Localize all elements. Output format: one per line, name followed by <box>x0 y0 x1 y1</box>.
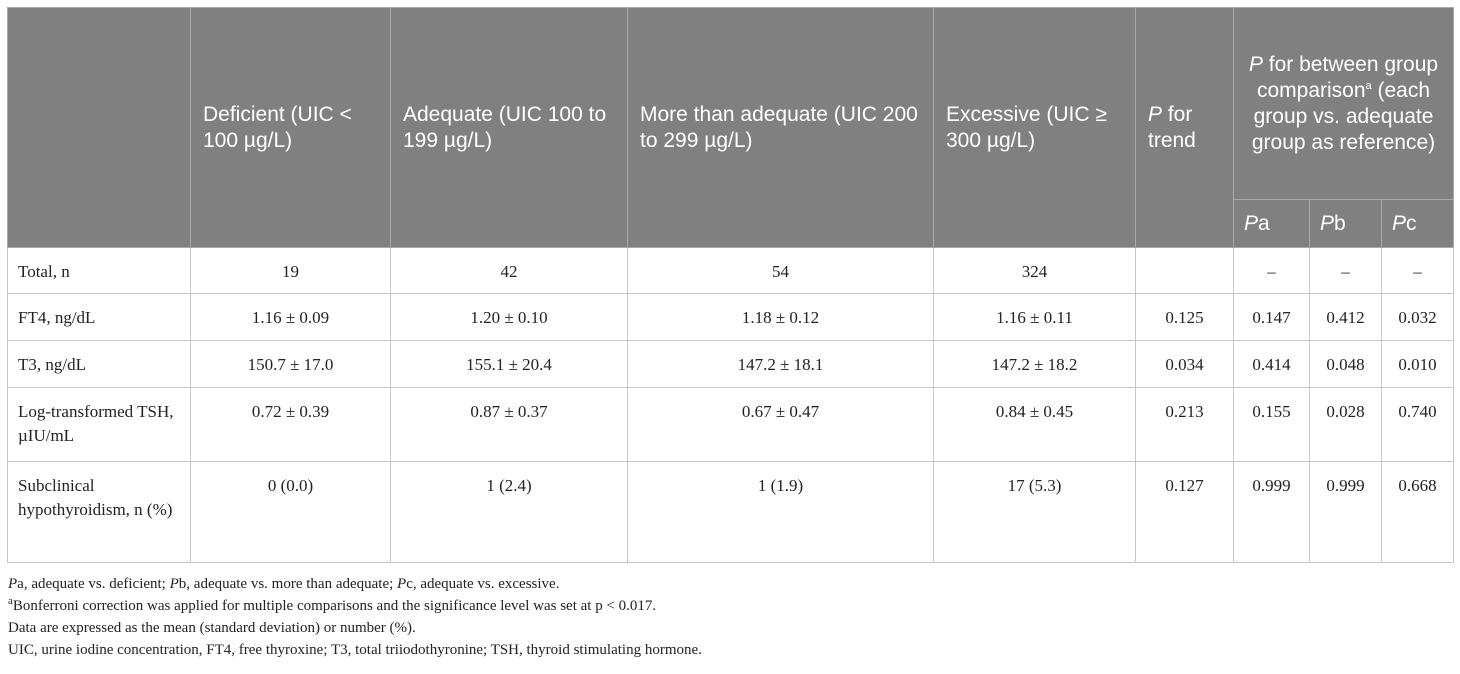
header-pc: Pc <box>1380 199 1455 248</box>
header-between-tail: (each group vs. adequate group as refere… <box>1251 78 1436 154</box>
header-pa-text: a <box>1258 211 1270 235</box>
cell-p-trend <box>1135 247 1234 294</box>
footnote-p-italic: P <box>8 576 18 592</box>
cell-p-trend: 0.125 <box>1135 293 1234 341</box>
cell-pb: 0.999 <box>1309 461 1382 563</box>
footnote-text: c, adequate vs. excessive. <box>406 576 560 592</box>
cell-pc: 0.740 <box>1380 387 1455 462</box>
table-row: FT4, ng/dL 1.16 ± 0.09 1.20 ± 0.10 1.18 … <box>7 293 1455 341</box>
table-body: Total, n 19 42 54 324 – – – FT4, ng/dL 1… <box>7 247 1455 563</box>
row-label: Log-transformed TSH, µIU/mL <box>7 387 191 462</box>
header-pb-text: b <box>1334 211 1346 235</box>
header-adequate: Adequate (UIC 100 to 199 µg/L) <box>390 7 628 248</box>
table-row: Total, n 19 42 54 324 – – – <box>7 247 1455 294</box>
cell-p-trend: 0.034 <box>1135 340 1234 388</box>
row-label: Subclinical hypothyroidism, n (%) <box>7 461 191 563</box>
cell-p-trend: 0.127 <box>1135 461 1234 563</box>
row-label: T3, ng/dL <box>7 340 191 388</box>
cell-adequate: 155.1 ± 20.4 <box>390 340 628 388</box>
cell-adequate: 1.20 ± 0.10 <box>390 293 628 341</box>
cell-pa: – <box>1233 247 1310 294</box>
header-pc-italic: P <box>1392 211 1407 235</box>
cell-deficient: 150.7 ± 17.0 <box>190 340 391 388</box>
header-p-trend: P for trend <box>1135 7 1234 248</box>
cell-pa: 0.147 <box>1233 293 1310 341</box>
footnote-bonferroni: aBonferroni correction was applied for m… <box>8 595 1453 617</box>
header-deficient: Deficient (UIC < 100 µg/L) <box>190 7 391 248</box>
cell-more-than-adequate: 1 (1.9) <box>627 461 934 563</box>
footnote-mark: a <box>8 595 13 607</box>
cell-excessive: 147.2 ± 18.2 <box>933 340 1136 388</box>
cell-deficient: 1.16 ± 0.09 <box>190 293 391 341</box>
cell-p-trend: 0.213 <box>1135 387 1234 462</box>
cell-more-than-adequate: 1.18 ± 0.12 <box>627 293 934 341</box>
row-label: FT4, ng/dL <box>7 293 191 341</box>
header-between-text: for between group comparison <box>1256 52 1439 102</box>
header-excessive: Excessive (UIC ≥ 300 µg/L) <box>933 7 1136 248</box>
row-label: Total, n <box>7 247 191 294</box>
footnote-text: a, adequate vs. deficient; <box>17 576 170 592</box>
cell-adequate: 0.87 ± 0.37 <box>390 387 628 462</box>
cell-deficient: 0 (0.0) <box>190 461 391 563</box>
cell-pc: – <box>1380 247 1455 294</box>
table-header: Deficient (UIC < 100 µg/L) Adequate (UIC… <box>7 7 1455 248</box>
cell-adequate: 1 (2.4) <box>390 461 628 563</box>
header-pb: Pb <box>1309 199 1382 248</box>
cell-excessive: 17 (5.3) <box>933 461 1136 563</box>
footnote-text: Bonferroni correction was applied for mu… <box>12 598 657 614</box>
cell-pa: 0.999 <box>1233 461 1310 563</box>
cell-excessive: 0.84 ± 0.45 <box>933 387 1136 462</box>
cell-pa: 0.414 <box>1233 340 1310 388</box>
header-between-italic: P <box>1248 52 1263 76</box>
results-table: Deficient (UIC < 100 µg/L) Adequate (UIC… <box>7 7 1455 563</box>
cell-pc: 0.668 <box>1380 461 1455 563</box>
cell-adequate: 42 <box>390 247 628 294</box>
footnote-abbreviations: Pa, adequate vs. deficient; Pb, adequate… <box>8 573 1453 595</box>
footnote-text: b, adequate vs. more than adequate; <box>178 576 398 592</box>
header-pa: Pa <box>1233 199 1310 248</box>
table-row: Subclinical hypothyroidism, n (%) 0 (0.0… <box>7 461 1455 563</box>
cell-deficient: 0.72 ± 0.39 <box>190 387 391 462</box>
header-between-group: P for between group comparisona (each gr… <box>1232 7 1455 200</box>
cell-more-than-adequate: 147.2 ± 18.1 <box>627 340 934 388</box>
table-footnotes: Pa, adequate vs. deficient; Pb, adequate… <box>7 573 1453 661</box>
footnote-definitions: UIC, urine iodine concentration, FT4, fr… <box>8 642 702 658</box>
cell-more-than-adequate: 0.67 ± 0.47 <box>627 387 934 462</box>
table-row: T3, ng/dL 150.7 ± 17.0 155.1 ± 20.4 147.… <box>7 340 1455 388</box>
header-blank <box>7 7 191 248</box>
header-pb-italic: P <box>1320 211 1335 235</box>
header-more-than-adequate: More than adequate (UIC 200 to 299 µg/L) <box>627 7 934 248</box>
cell-excessive: 1.16 ± 0.11 <box>933 293 1136 341</box>
table-wrapper: Deficient (UIC < 100 µg/L) Adequate (UIC… <box>7 7 1455 661</box>
footnote-data-expression: Data are expressed as the mean (standard… <box>8 620 416 636</box>
header-between-footnote-mark: a <box>1365 79 1372 92</box>
header-pc-text: c <box>1406 211 1417 235</box>
cell-deficient: 19 <box>190 247 391 294</box>
footnote-p-italic: P <box>169 576 179 592</box>
cell-pc: 0.010 <box>1380 340 1455 388</box>
footnote-p-italic: P <box>397 576 407 592</box>
cell-pa: 0.155 <box>1233 387 1310 462</box>
cell-pc: 0.032 <box>1380 293 1455 341</box>
table-row: Log-transformed TSH, µIU/mL 0.72 ± 0.39 … <box>7 387 1455 462</box>
cell-pb: 0.048 <box>1309 340 1382 388</box>
cell-more-than-adequate: 54 <box>627 247 934 294</box>
cell-excessive: 324 <box>933 247 1136 294</box>
cell-pb: 0.412 <box>1309 293 1382 341</box>
cell-pb: 0.028 <box>1309 387 1382 462</box>
header-p-trend-italic: P <box>1148 102 1163 126</box>
header-p-trend-text: for trend <box>1148 102 1196 152</box>
header-pa-italic: P <box>1244 211 1259 235</box>
cell-pb: – <box>1309 247 1382 294</box>
